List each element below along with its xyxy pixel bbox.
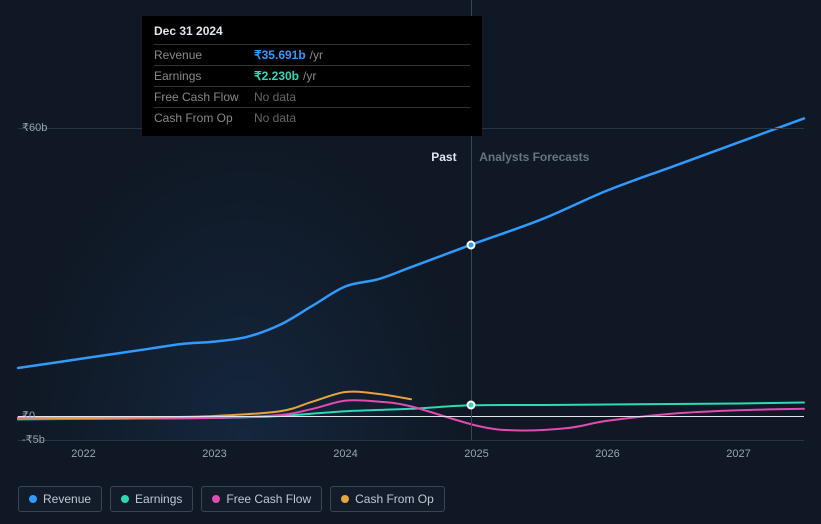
series-lines xyxy=(18,128,804,440)
tooltip-value: ₹35.691b xyxy=(254,48,306,62)
x-tick-label: 2024 xyxy=(333,448,357,460)
tooltip-value: ₹2.230b xyxy=(254,69,299,83)
legend-label: Free Cash Flow xyxy=(226,492,311,506)
series-revenue xyxy=(18,118,804,368)
series-cfo xyxy=(18,392,411,418)
tooltip-unit: /yr xyxy=(310,48,323,62)
legend-dot-icon xyxy=(121,495,129,503)
marker-revenue xyxy=(467,240,476,249)
tooltip-label: Cash From Op xyxy=(154,111,254,125)
legend-dot-icon xyxy=(341,495,349,503)
x-tick-label: 2022 xyxy=(71,448,95,460)
chart-tooltip: Dec 31 2024 Revenue ₹35.691b /yr Earning… xyxy=(142,16,482,136)
x-tick-label: 2027 xyxy=(726,448,750,460)
tooltip-date: Dec 31 2024 xyxy=(154,24,470,44)
legend-item-fcf[interactable]: Free Cash Flow xyxy=(201,486,322,512)
x-tick-label: 2026 xyxy=(595,448,619,460)
x-tick-label: 2023 xyxy=(202,448,226,460)
tooltip-row: Earnings ₹2.230b /yr xyxy=(154,65,470,86)
chart-legend: Revenue Earnings Free Cash Flow Cash From O… xyxy=(18,486,445,512)
legend-item-cfo[interactable]: Cash From Op xyxy=(330,486,445,512)
legend-item-earnings[interactable]: Earnings xyxy=(110,486,193,512)
y-tick-label: ₹0 xyxy=(22,409,35,422)
financial-chart: Dec 31 2024 Revenue ₹35.691b /yr Earning… xyxy=(0,0,821,524)
tooltip-row: Revenue ₹35.691b /yr xyxy=(154,44,470,65)
y-gridline xyxy=(18,416,804,417)
legend-dot-icon xyxy=(212,495,220,503)
legend-label: Cash From Op xyxy=(355,492,434,506)
marker-earnings xyxy=(467,401,476,410)
x-tick-label: 2025 xyxy=(464,448,488,460)
tooltip-row: Cash From Op No data xyxy=(154,107,470,128)
plot-area[interactable]: ₹60b₹0-₹5b202220232024202520262027PastAn… xyxy=(18,128,804,440)
y-gridline xyxy=(18,440,804,441)
legend-dot-icon xyxy=(29,495,37,503)
y-tick-label: -₹5b xyxy=(22,433,45,446)
legend-label: Earnings xyxy=(135,492,182,506)
tooltip-label: Free Cash Flow xyxy=(154,90,254,104)
tooltip-nodata: No data xyxy=(254,111,296,125)
tooltip-label: Earnings xyxy=(154,69,254,83)
tooltip-nodata: No data xyxy=(254,90,296,104)
y-tick-label: ₹60b xyxy=(22,121,47,134)
tooltip-row: Free Cash Flow No data xyxy=(154,86,470,107)
tooltip-unit: /yr xyxy=(303,69,316,83)
tooltip-label: Revenue xyxy=(154,48,254,62)
past-label: Past xyxy=(431,150,456,164)
forecast-label: Analysts Forecasts xyxy=(479,150,589,164)
legend-item-revenue[interactable]: Revenue xyxy=(18,486,102,512)
legend-label: Revenue xyxy=(43,492,91,506)
